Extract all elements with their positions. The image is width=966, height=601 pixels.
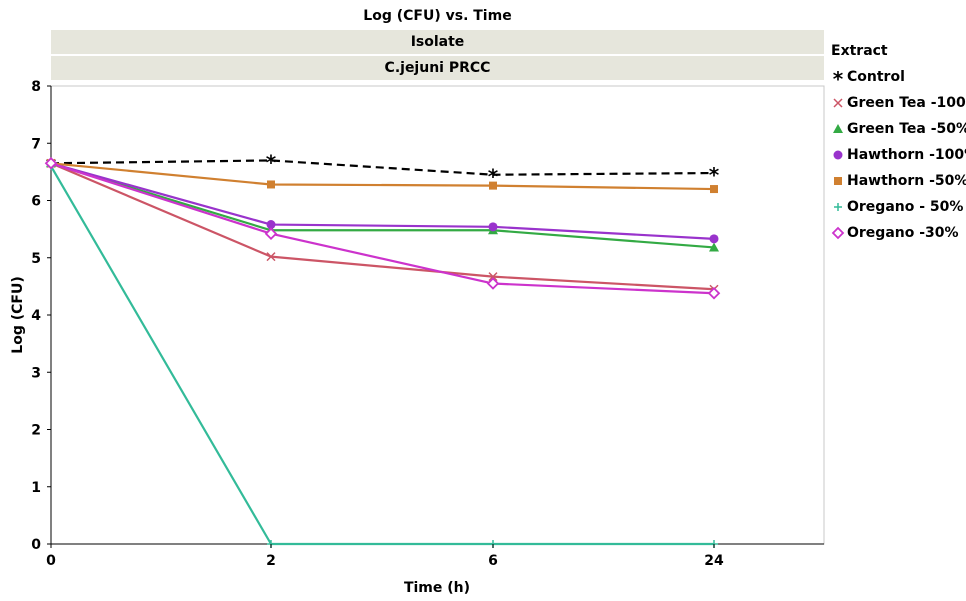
legend-marker — [831, 226, 845, 240]
data-point-hawthorn-50 — [489, 181, 497, 190]
legend-marker — [833, 124, 843, 133]
chart-title: Log (CFU) vs. Time — [363, 8, 512, 24]
legend-item-oregano-50: Oregano - 50% — [831, 194, 966, 220]
y-tick-label: 4 — [31, 308, 41, 324]
x-tick-label: 0 — [46, 553, 56, 569]
y-tick-label: 5 — [31, 251, 41, 267]
y-tick-label: 3 — [31, 365, 41, 381]
x-axis-label: Time (h) — [404, 580, 470, 596]
legend-marker-control: * — [833, 70, 844, 84]
data-point-hawthorn-100 — [488, 222, 498, 232]
legend: Extract *Control Green Tea -100% Green Tea… — [831, 38, 966, 246]
y-tick-label: 0 — [31, 537, 41, 553]
series-oregano-30 — [44, 157, 721, 300]
data-point-hawthorn-100 — [266, 220, 276, 230]
legend-marker: * — [833, 70, 844, 84]
x-tick-label: 6 — [488, 553, 498, 569]
data-point-control: * — [488, 165, 499, 189]
y-axis-label: Log (CFU) — [10, 276, 26, 353]
series-hawthorn-50 — [47, 159, 718, 194]
legend-label: Green Tea -50% — [847, 121, 966, 137]
plot-frame — [50, 85, 825, 545]
legend-item-hawthorn-50: Hawthorn -50% — [831, 168, 966, 194]
y-tick-label: 2 — [31, 423, 41, 439]
legend-marker-green-tea-50 — [833, 124, 843, 133]
facet-value-strip: C.jejuni PRCC — [51, 56, 824, 81]
legend-label: Hawthorn -100% — [847, 147, 966, 163]
series-line-hawthorn-100 — [50, 162, 715, 240]
y-tick-label: 8 — [31, 79, 41, 95]
series-control: **** — [46, 150, 720, 188]
legend-marker-hawthorn-50 — [834, 177, 842, 185]
legend-label: Hawthorn -50% — [847, 173, 966, 189]
data-point-oregano-30 — [44, 157, 58, 170]
legend-label: Green Tea -100% — [847, 95, 966, 111]
series-line-oregano-50 — [50, 165, 714, 546]
series-oregano-50 — [47, 162, 718, 548]
y-tick-label: 7 — [31, 136, 41, 152]
data-point-hawthorn-100 — [709, 234, 719, 244]
facet-header-strip: Isolate — [51, 30, 824, 55]
y-tick-label: 6 — [31, 194, 41, 210]
series-line-control — [50, 159, 715, 176]
legend-marker-oregano-50 — [834, 203, 842, 211]
legend-item-hawthorn-100: Hawthorn -100% — [831, 142, 966, 168]
data-point-oregano-30 — [707, 286, 721, 300]
series-line-hawthorn-50 — [50, 162, 715, 191]
series-line-oregano-30 — [50, 162, 715, 295]
legend-label: Oregano -30% — [847, 225, 959, 241]
legend-marker — [833, 150, 843, 160]
legend-marker-oregano-30 — [831, 226, 845, 240]
data-point-oregano-30 — [486, 277, 500, 290]
data-point-oregano-30 — [264, 227, 278, 240]
data-point-green-tea-100 — [488, 272, 498, 282]
data-point-hawthorn-50 — [267, 180, 275, 189]
legend-label: Control — [847, 69, 905, 85]
legend-marker-green-tea-100 — [833, 98, 843, 108]
data-point-control: * — [266, 150, 277, 174]
series-line-green-tea-50 — [50, 162, 715, 249]
data-point-green-tea-100 — [266, 252, 276, 262]
x-tick-label: 24 — [704, 553, 724, 569]
legend-label: Oregano - 50% — [847, 199, 964, 215]
legend-marker — [833, 98, 843, 108]
legend-item-oregano-30: Oregano -30% — [831, 220, 966, 246]
data-point-green-tea-50 — [709, 242, 719, 252]
series-line-green-tea-100 — [50, 162, 715, 291]
legend-marker-hawthorn-100 — [833, 150, 843, 160]
legend-item-green-tea-100: Green Tea -100% — [831, 90, 966, 116]
legend-marker — [834, 177, 842, 185]
legend-item-control: * Control — [831, 64, 966, 90]
data-point-hawthorn-50 — [710, 185, 718, 194]
x-tick-label: 2 — [266, 553, 276, 569]
legend-marker — [834, 203, 842, 211]
legend-title: Extract — [831, 43, 888, 59]
data-point-control: * — [709, 163, 720, 187]
y-tick-label: 1 — [31, 480, 41, 496]
legend-item-green-tea-50: Green Tea -50% — [831, 116, 966, 142]
